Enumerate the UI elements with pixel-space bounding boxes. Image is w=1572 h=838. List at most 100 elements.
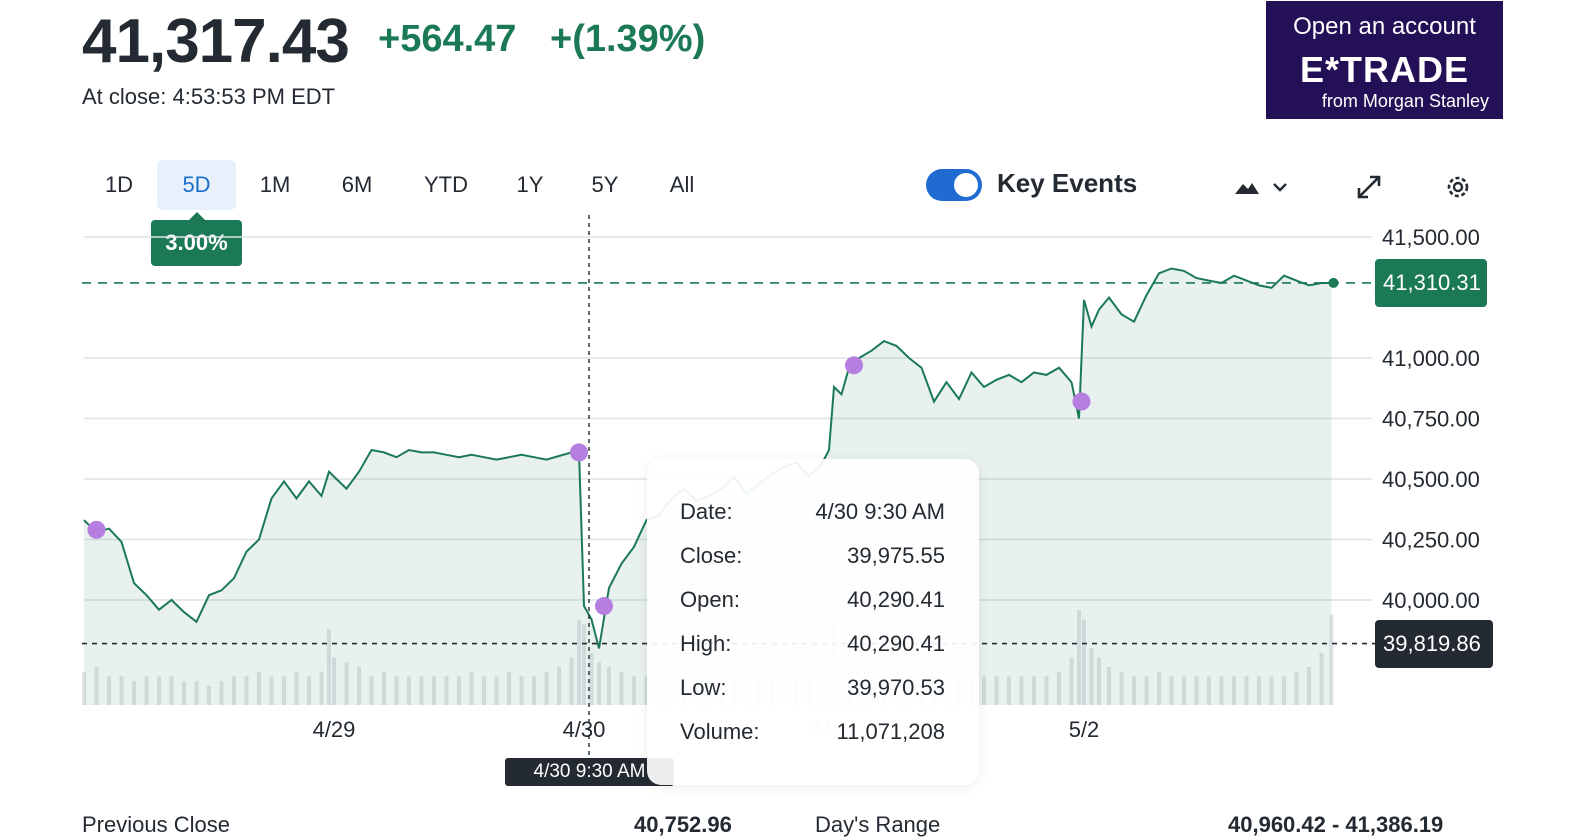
expand-icon[interactable] [1352,170,1386,204]
volume-bar [519,676,524,705]
y-tick-label: 41,500.00 [1382,225,1480,250]
tooltip-value: 11,071,208 [836,719,945,744]
price-change-percent: +(1.39%) [550,18,706,60]
ad-cta[interactable]: Open an account [1293,13,1476,40]
volume-bar [1082,619,1086,705]
volume-bar [282,676,286,705]
volume-bar [632,676,636,705]
x-tick-label: 4/30 [563,717,606,742]
volume-bar [1107,667,1111,705]
etrade-ad[interactable]: Open an account E*TRADE from Morgan Stan… [1266,1,1503,119]
toggle-knob [954,173,978,197]
volume-bar [82,671,86,705]
volume-bar [644,676,649,705]
volume-bar [257,671,261,705]
range-5y[interactable]: 5Y [591,172,619,197]
volume-bar [1207,676,1211,705]
volume-bar [107,676,111,705]
key-event-marker[interactable] [845,356,863,375]
range-ytd[interactable]: YTD [424,172,468,197]
volume-bar [169,676,174,705]
ad-logo: E*TRADE [1299,49,1470,90]
previous-close-badge: 39,819.86 [1375,620,1493,668]
gear-icon[interactable] [1441,170,1475,204]
tooltip-value: 4/30 9:30 AM [815,499,945,524]
volume-bar [369,676,374,705]
volume-bar [532,676,536,705]
volume-bar [219,681,224,705]
volume-bar [1244,676,1249,705]
key-event-marker[interactable] [570,443,588,462]
tooltip-label: Close: [680,543,743,568]
volume-bar [269,676,274,705]
range-5d[interactable]: 5D [157,160,236,210]
volume-bar [1307,667,1311,705]
key-event-marker[interactable] [87,520,106,539]
tooltip-value: 39,970.53 [847,675,945,700]
range-all[interactable]: All [669,172,695,197]
volume-bar [94,667,99,705]
tooltip-label: Date: [680,499,733,524]
volume-bar [1132,676,1136,705]
volume-bar [1019,676,1024,705]
volume-bar [157,676,161,705]
x-tick-label: 4/29 [313,717,356,742]
price-area [84,268,1332,705]
last-price-dot [1328,277,1339,288]
range-6m[interactable]: 6M [341,172,373,197]
volume-bar [1032,676,1036,705]
tooltip-value: 39,975.55 [847,543,945,568]
range-1d[interactable]: 1D [104,172,134,197]
index-price: 41,317.43 [82,7,350,76]
volume-bar [469,671,474,705]
volume-bar [244,676,249,705]
volume-bar [394,676,399,705]
range-change-tooltip: 3.00% [151,212,242,266]
volume-bar [207,686,211,705]
crosshair-time-badge: 4/30 9:30 AM [505,758,674,786]
volume-bar [382,671,386,705]
tooltip-label: Volume: [680,719,760,744]
y-tick-label: 40,750.00 [1382,407,1480,432]
data-tooltip: Date: 4/30 9:30 AM Close: 39,975.55 Open: 4… [647,459,979,785]
volume-bar [1157,671,1161,705]
range-1m[interactable]: 1M [259,172,291,197]
volume-bar [1077,610,1081,705]
mountain-chart-icon[interactable] [1230,170,1264,204]
previous-close-value: 40,752.96 [634,812,732,837]
volume-bar [607,667,611,705]
volume-bar [182,681,186,705]
volume-bar [982,676,986,705]
volume-bar [444,676,449,705]
current-price-badge: 41,310.31 [1375,259,1487,307]
key-events-toggle[interactable] [926,169,982,201]
volume-bar [1182,676,1186,705]
volume-bar [507,671,511,705]
volume-bar [344,662,349,705]
volume-bar [419,676,424,705]
key-event-marker[interactable] [1072,392,1091,411]
volume-bar [1282,676,1286,705]
volume-bar [1169,676,1174,705]
volume-bar [482,676,486,705]
volume-bar [357,667,361,705]
tooltip-label: Open: [680,587,740,612]
price-change: +564.47 [378,18,517,60]
volume-bar [577,619,581,705]
tooltip-value: 40,290.41 [847,631,945,656]
volume-bar [1057,671,1061,705]
chevron-down-icon[interactable] [1266,170,1294,204]
volume-bar [332,657,336,705]
y-tick-label: 40,000.00 [1382,588,1480,613]
tooltip-label: Low: [680,675,727,700]
key-event-marker[interactable] [595,597,613,616]
volume-bar [307,676,311,705]
y-tick-label: 41,000.00 [1382,346,1480,371]
range-1y[interactable]: 1Y [516,172,544,197]
volume-bar [1232,676,1236,705]
volume-bar [1294,671,1299,705]
tooltip-label: High: [680,631,732,656]
days-range-label: Day's Range [815,812,941,837]
volume-bar [1319,652,1324,705]
